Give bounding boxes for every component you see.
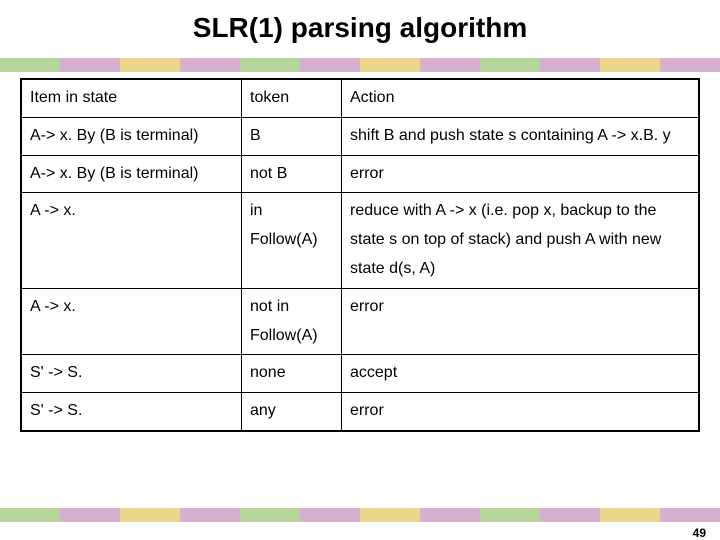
- cell-item: A-> x. By (B is terminal): [22, 155, 242, 193]
- cell-token: in Follow(A): [242, 193, 342, 288]
- accent-segment: [360, 508, 420, 522]
- cell-item: A -> x.: [22, 288, 242, 355]
- cell-token: none: [242, 355, 342, 393]
- accent-segment: [60, 58, 120, 72]
- table-header-row: Item in state token Action: [22, 80, 699, 118]
- bottom-accent-bar: [0, 508, 720, 522]
- accent-segment: [600, 508, 660, 522]
- cell-action: error: [342, 288, 699, 355]
- accent-segment: [540, 58, 600, 72]
- cell-action: reduce with A -> x (i.e. pop x, backup t…: [342, 193, 699, 288]
- cell-item: A-> x. By (B is terminal): [22, 117, 242, 155]
- table-row: S' -> S. none accept: [22, 355, 699, 393]
- table-row: A -> x. in Follow(A) reduce with A -> x …: [22, 193, 699, 288]
- accent-segment: [180, 508, 240, 522]
- cell-item: A -> x.: [22, 193, 242, 288]
- cell-action: accept: [342, 355, 699, 393]
- accent-segment: [60, 508, 120, 522]
- cell-token: not in Follow(A): [242, 288, 342, 355]
- cell-token: not B: [242, 155, 342, 193]
- accent-segment: [480, 508, 540, 522]
- accent-segment: [240, 58, 300, 72]
- table-row: A-> x. By (B is terminal) B shift B and …: [22, 117, 699, 155]
- top-accent-bar: [0, 58, 720, 72]
- cell-token: B: [242, 117, 342, 155]
- accent-segment: [480, 58, 540, 72]
- cell-item: S' -> S.: [22, 393, 242, 431]
- accent-segment: [240, 508, 300, 522]
- accent-segment: [540, 508, 600, 522]
- slide-title: SLR(1) parsing algorithm: [0, 0, 720, 52]
- cell-action: error: [342, 155, 699, 193]
- accent-segment: [0, 508, 60, 522]
- table-header: token: [242, 80, 342, 118]
- accent-segment: [300, 508, 360, 522]
- accent-segment: [120, 58, 180, 72]
- accent-segment: [600, 58, 660, 72]
- accent-segment: [120, 508, 180, 522]
- accent-segment: [420, 58, 480, 72]
- cell-token: any: [242, 393, 342, 431]
- cell-action: shift B and push state s containing A ->…: [342, 117, 699, 155]
- algorithm-table: Item in state token Action A-> x. By (B …: [20, 78, 700, 432]
- accent-segment: [660, 58, 720, 72]
- cell-item: S' -> S.: [22, 355, 242, 393]
- accent-segment: [420, 508, 480, 522]
- accent-segment: [360, 58, 420, 72]
- table-row: S' -> S. any error: [22, 393, 699, 431]
- page-number: 49: [693, 526, 706, 540]
- table-row: A -> x. not in Follow(A) error: [22, 288, 699, 355]
- table-row: A-> x. By (B is terminal) not B error: [22, 155, 699, 193]
- accent-segment: [0, 58, 60, 72]
- cell-action: error: [342, 393, 699, 431]
- accent-segment: [660, 508, 720, 522]
- accent-segment: [300, 58, 360, 72]
- accent-segment: [180, 58, 240, 72]
- table-header: Item in state: [22, 80, 242, 118]
- table-header: Action: [342, 80, 699, 118]
